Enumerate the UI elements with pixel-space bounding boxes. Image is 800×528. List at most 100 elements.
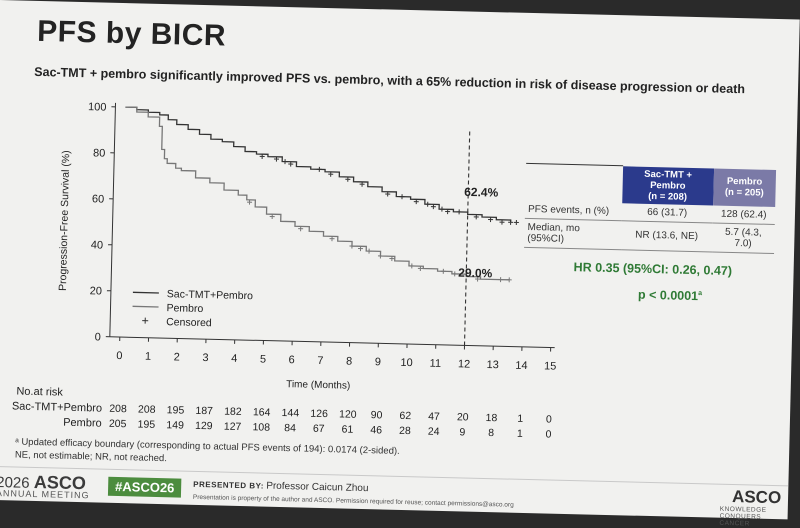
x-tick-label: 8 bbox=[346, 356, 352, 368]
table-corner bbox=[525, 163, 623, 202]
table-cell: 66 (31.7) bbox=[622, 203, 713, 223]
curve-pembro bbox=[121, 107, 513, 280]
risk-count: 195 bbox=[160, 404, 190, 417]
table-cell: NR (13.6, NE) bbox=[621, 220, 713, 251]
risk-count: 24 bbox=[419, 425, 449, 438]
risk-count: 182 bbox=[218, 405, 248, 418]
legend-line bbox=[133, 306, 159, 307]
risk-count: 90 bbox=[361, 409, 391, 422]
legend-label: Censored bbox=[166, 316, 212, 329]
risk-count: 195 bbox=[131, 418, 161, 431]
risk-count: 1 bbox=[505, 412, 535, 425]
censor-mark bbox=[457, 209, 462, 214]
x-tick-label: 1 bbox=[145, 351, 151, 363]
meeting-name: ANNUAL MEETING bbox=[0, 488, 90, 500]
censor-mark bbox=[349, 244, 354, 249]
x-axis-line bbox=[110, 337, 555, 348]
risk-count: 28 bbox=[390, 425, 420, 438]
risk-count: 120 bbox=[333, 408, 363, 421]
risk-table-header: No.at risk bbox=[16, 386, 63, 399]
risk-count: 144 bbox=[275, 407, 305, 420]
chart-annotations: 62.4% 29.0% bbox=[457, 131, 501, 346]
legend-line bbox=[133, 292, 159, 293]
risk-count: 129 bbox=[189, 420, 219, 433]
risk-count: 18 bbox=[476, 412, 506, 425]
risk-count: 61 bbox=[332, 423, 362, 436]
risk-row-label: Pembro bbox=[4, 415, 102, 429]
x-tick-label: 6 bbox=[288, 354, 294, 366]
table-cell: 128 (62.4) bbox=[712, 205, 775, 224]
x-tick-label: 7 bbox=[317, 355, 323, 367]
x-tick-label: 12 bbox=[458, 358, 471, 370]
x-tick-label: 4 bbox=[231, 353, 237, 365]
disclaimer: Presentation is property of the author a… bbox=[193, 494, 514, 509]
risk-count: 8 bbox=[476, 427, 506, 440]
y-tick-label: 80 bbox=[93, 147, 106, 159]
risk-count: 149 bbox=[160, 419, 190, 432]
curve-sac-tmt-pembro bbox=[123, 107, 513, 222]
table-header-sac: Sac-TMT + Pembro (n = 208) bbox=[622, 166, 714, 205]
table-header-pembro: Pembro (n = 205) bbox=[713, 168, 776, 207]
risk-count: 20 bbox=[448, 411, 478, 424]
risk-count: 126 bbox=[304, 408, 334, 421]
reference-line-12mo bbox=[464, 132, 469, 346]
annotation-label: 29.0% bbox=[458, 266, 493, 281]
chart-censor-marks bbox=[245, 154, 520, 283]
risk-count: 62 bbox=[390, 410, 420, 423]
censor-mark bbox=[399, 194, 404, 199]
legend-label: Sac-TMT+Pembro bbox=[167, 288, 253, 302]
censor-mark bbox=[367, 249, 372, 254]
table-cell: 5.7 (4.3, 7.0) bbox=[712, 222, 775, 253]
risk-count: 187 bbox=[189, 405, 219, 418]
x-tick-label: 3 bbox=[202, 352, 208, 364]
y-tick-label: 40 bbox=[91, 239, 104, 251]
risk-count: 127 bbox=[217, 420, 247, 433]
risk-count: 9 bbox=[447, 426, 477, 439]
censor-mark bbox=[452, 271, 457, 276]
x-tick-label: 14 bbox=[515, 360, 528, 372]
y-tick-label: 100 bbox=[88, 101, 107, 113]
censor-mark bbox=[514, 220, 519, 225]
legend-label: Pembro bbox=[166, 302, 203, 315]
results-table: Sac-TMT + Pembro (n = 208) Pembro (n = 2… bbox=[524, 163, 776, 254]
risk-count: 67 bbox=[304, 423, 334, 436]
risk-count: 46 bbox=[361, 424, 391, 437]
x-tick-label: 15 bbox=[544, 360, 557, 372]
y-tick-label: 0 bbox=[95, 331, 101, 343]
risk-count: 47 bbox=[419, 410, 449, 423]
censor-mark bbox=[441, 269, 446, 274]
risk-row-label: Sac-TMT+Pembro bbox=[4, 400, 102, 414]
y-tick-label: 20 bbox=[90, 285, 103, 297]
x-axis-label: Time (Months) bbox=[286, 379, 350, 392]
risk-count: 208 bbox=[103, 403, 133, 416]
x-tick-label: 5 bbox=[260, 353, 266, 365]
censor-mark bbox=[409, 263, 414, 268]
censor-mark bbox=[282, 159, 287, 164]
y-tick-label: 60 bbox=[92, 193, 105, 205]
table-cell: Median, mo (95%CI) bbox=[524, 218, 621, 249]
censor-mark bbox=[317, 167, 322, 172]
censor-mark bbox=[498, 277, 503, 282]
asco-logo: ASCO bbox=[732, 487, 782, 508]
x-tick-label: 11 bbox=[429, 358, 441, 370]
risk-count: 0 bbox=[533, 428, 563, 441]
risk-count: 164 bbox=[247, 406, 277, 419]
x-tick-label: 13 bbox=[486, 359, 499, 371]
risk-count: 108 bbox=[246, 421, 276, 434]
censor-mark bbox=[507, 277, 512, 282]
risk-count: 0 bbox=[534, 413, 564, 426]
footnote-2: NE, not estimable; NR, not reached. bbox=[15, 450, 167, 465]
censor-mark bbox=[439, 207, 444, 212]
risk-count: 84 bbox=[275, 422, 305, 435]
hashtag-badge: #ASCO26 bbox=[108, 477, 182, 498]
censor-mark bbox=[425, 202, 430, 207]
annotation-label: 62.4% bbox=[464, 185, 499, 200]
y-axis-label: Progression-Free Survival (%) bbox=[57, 150, 72, 291]
x-tick-label: 0 bbox=[116, 350, 122, 362]
risk-count: 1 bbox=[505, 427, 535, 440]
asco-logo-tagline: KNOWLEDGE CONQUERS CANCER bbox=[719, 506, 787, 528]
legend-censor-mark bbox=[142, 318, 148, 324]
